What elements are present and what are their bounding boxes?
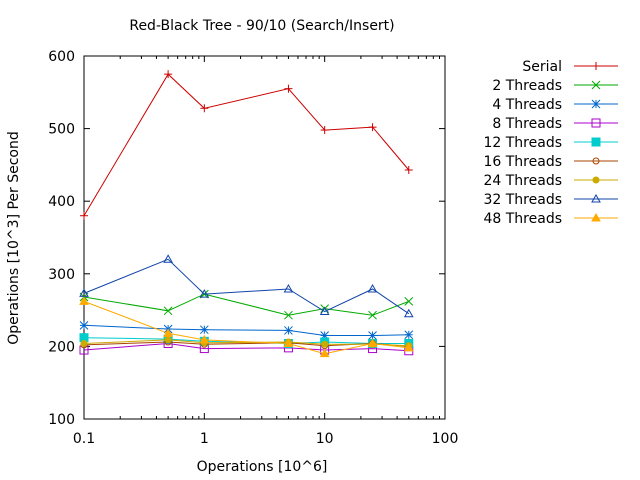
- data-point-marker: [199, 334, 210, 344]
- data-point-marker: [163, 328, 173, 337]
- legend-label: 2 Threads: [492, 78, 562, 94]
- series-lines: [79, 70, 414, 358]
- x-axis-label: Operations [10^6]: [197, 459, 328, 475]
- legend-item: 2 Threads: [492, 78, 618, 94]
- series-line: [83, 258, 410, 315]
- plot-frame: [83, 55, 446, 420]
- series-32-threads: [79, 254, 414, 318]
- data-point-marker: [592, 176, 600, 184]
- data-point-marker: [284, 326, 293, 335]
- data-point-marker: [404, 297, 414, 306]
- legend-label: Serial: [522, 59, 562, 75]
- legend-item: 32 Threads: [483, 192, 618, 208]
- legend-item: 8 Threads: [492, 116, 618, 132]
- x-tick-label: 100: [432, 431, 459, 447]
- data-point-marker: [199, 289, 210, 298]
- legend-item: Serial: [522, 59, 618, 75]
- axes: 100 200 300 400 500 600 0.1 1 10 100: [48, 49, 458, 447]
- data-point-marker: [321, 340, 329, 348]
- data-point-marker: [283, 338, 294, 347]
- y-tick-label: 600: [48, 49, 75, 65]
- data-point-marker: [367, 284, 378, 293]
- data-point-marker: [164, 336, 172, 344]
- legend-label: 16 Threads: [483, 154, 562, 170]
- series-serial: [80, 70, 413, 220]
- data-point-marker: [591, 80, 601, 90]
- data-point-marker: [284, 310, 293, 320]
- data-point-marker: [403, 342, 414, 352]
- data-point-marker: [80, 339, 88, 347]
- y-tick-label: 400: [48, 194, 75, 210]
- data-point-marker: [319, 348, 330, 358]
- data-point-marker: [79, 320, 89, 330]
- data-point-marker: [319, 306, 330, 316]
- legend-label: 8 Threads: [492, 116, 562, 132]
- data-point-marker: [591, 137, 601, 147]
- data-point-marker: [404, 330, 414, 340]
- data-point-marker: [163, 254, 173, 263]
- x-tick-label: 0.1: [73, 431, 95, 447]
- legend-item: 4 Threads: [492, 97, 618, 113]
- chart-title: Red-Black Tree - 90/10 (Search/Insert): [129, 18, 394, 34]
- y-axis-label: Operations [10^3] Per Second: [6, 131, 22, 345]
- data-point-marker: [368, 310, 377, 320]
- y-tick-label: 100: [48, 412, 75, 428]
- data-point-marker: [591, 99, 601, 109]
- data-point-marker: [79, 296, 89, 305]
- legend-label: 48 Threads: [483, 211, 562, 227]
- legend-item: 48 Threads: [483, 211, 618, 227]
- legend-label: 12 Threads: [483, 135, 562, 151]
- legend-item: 16 Threads: [483, 154, 618, 170]
- series-48-threads: [79, 296, 414, 358]
- data-point-marker: [283, 284, 294, 293]
- y-tick-label: 300: [48, 267, 75, 283]
- legend-item: 24 Threads: [483, 173, 618, 189]
- y-tick-label: 500: [48, 122, 75, 138]
- y-tick-label: 200: [48, 339, 75, 355]
- legend-label: 32 Threads: [483, 192, 562, 208]
- legend-label: 24 Threads: [483, 173, 562, 189]
- data-point-marker: [368, 331, 377, 340]
- data-point-marker: [163, 306, 173, 316]
- x-tick-label: 1: [200, 431, 209, 447]
- legend-item: 12 Threads: [483, 135, 618, 151]
- legend-label: 4 Threads: [492, 97, 562, 113]
- legend: Serial 2 Threads 4 Threads 8 Threads 12 Thre…: [483, 59, 618, 227]
- data-point-marker: [591, 118, 601, 128]
- data-point-marker: [367, 338, 378, 347]
- data-point-marker: [199, 325, 209, 335]
- data-point-marker: [403, 308, 414, 318]
- data-point-marker: [592, 157, 600, 165]
- x-tick-label: 10: [316, 431, 334, 447]
- data-point-marker: [591, 212, 601, 222]
- data-point-marker: [591, 193, 601, 203]
